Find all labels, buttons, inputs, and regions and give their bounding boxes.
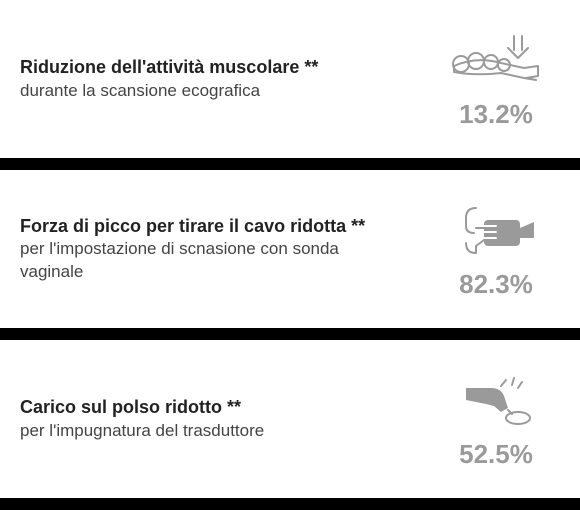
section-subtitle: per l'impostazione di scnasione con sond… <box>20 238 400 284</box>
percent-value: 82.3% <box>459 269 533 300</box>
hand-grip-icon <box>446 198 546 263</box>
arm-muscle-icon <box>446 28 546 93</box>
text-block: Forza di picco per tirare il cavo ridott… <box>20 214 400 284</box>
section-muscle-activity: Riduzione dell'attività muscolare ** dur… <box>0 0 580 158</box>
section-subtitle: durante la scansione ecografica <box>20 80 400 103</box>
text-block: Riduzione dell'attività muscolare ** dur… <box>20 55 400 102</box>
section-subtitle: per l'impugnatura del trasduttore <box>20 420 400 443</box>
hand-transducer-icon <box>446 368 546 433</box>
percent-value: 13.2% <box>459 99 533 130</box>
section-title: Forza di picco per tirare il cavo ridott… <box>20 214 400 238</box>
right-block: 13.2% <box>436 28 556 130</box>
text-block: Carico sul polso ridotto ** per l'impugn… <box>20 395 400 442</box>
section-wrist-load: Carico sul polso ridotto ** per l'impugn… <box>0 340 580 498</box>
right-block: 82.3% <box>436 198 556 300</box>
section-cable-force: Forza di picco per tirare il cavo ridott… <box>0 170 580 328</box>
section-title: Carico sul polso ridotto ** <box>20 395 400 419</box>
right-block: 52.5% <box>436 368 556 470</box>
percent-value: 52.5% <box>459 439 533 470</box>
section-title: Riduzione dell'attività muscolare ** <box>20 55 400 79</box>
